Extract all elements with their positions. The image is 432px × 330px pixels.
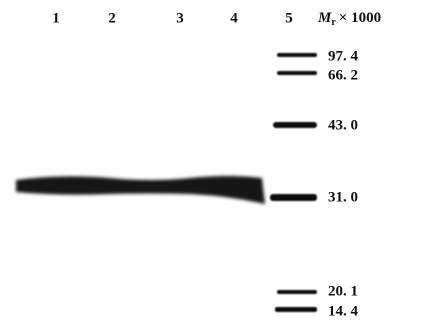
sample-band <box>16 176 265 204</box>
marker-label: 31. 0 <box>328 189 358 205</box>
marker-band <box>275 307 317 312</box>
lane-label: 4 <box>230 10 238 26</box>
marker-band <box>277 290 317 294</box>
gel-figure: 1 2 3 4 5 Mr× 1000 97. 4 66. 2 43. 0 31.… <box>0 0 432 325</box>
lane-label: 1 <box>52 10 60 26</box>
lane-label: 3 <box>176 10 184 26</box>
marker-band <box>277 53 317 57</box>
mw-header: Mr× 1000 <box>317 10 381 28</box>
marker-band <box>270 194 317 201</box>
lane-label: 5 <box>285 10 293 26</box>
page: {"lanes": ["1", "2", "3", "4", "5"], "mw… <box>0 0 432 325</box>
marker-band <box>273 122 317 128</box>
mw-symbol: M <box>317 10 332 26</box>
marker-label: 43. 0 <box>328 117 358 133</box>
marker-label: 97. 4 <box>328 48 359 64</box>
marker-label: 14. 4 <box>328 303 359 319</box>
marker-bands <box>270 53 317 312</box>
marker-band <box>277 71 317 75</box>
marker-label: 20. 1 <box>328 283 358 299</box>
mw-unit: × 1000 <box>339 10 381 26</box>
marker-label: 66. 2 <box>328 67 358 83</box>
lane-label: 2 <box>108 10 116 26</box>
mw-subscript: r <box>331 17 336 28</box>
